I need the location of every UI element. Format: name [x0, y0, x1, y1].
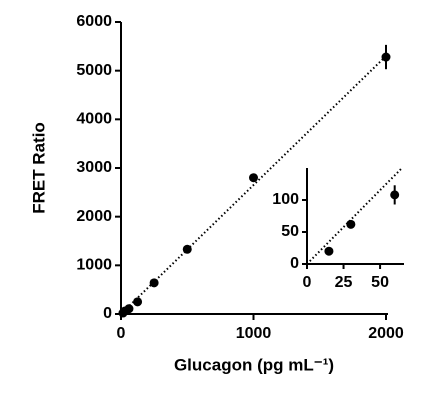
point	[390, 190, 400, 200]
point	[133, 297, 143, 307]
y-tick-label: 50	[281, 223, 299, 240]
y-tick-label: 3000	[76, 159, 112, 176]
point	[324, 246, 334, 256]
point	[182, 244, 192, 254]
y-tick-label: 4000	[76, 111, 112, 128]
x-tick-label: 0	[303, 274, 312, 291]
point	[381, 52, 391, 62]
y-tick-label: 1000	[76, 257, 112, 274]
y-tick-label: 6000	[76, 13, 112, 30]
x-tick-label: 25	[335, 274, 353, 291]
y-axis-label: FRET Ratio	[29, 122, 48, 214]
x-tick-label: 0	[117, 325, 126, 342]
fit-line	[120, 55, 387, 315]
fit-line	[306, 167, 403, 265]
x-tick-label: 50	[371, 274, 389, 291]
y-tick-label: 0	[290, 255, 299, 272]
x-tick-label: 2000	[368, 325, 404, 342]
point	[249, 173, 258, 183]
point	[346, 219, 356, 229]
x-tick-label: 1000	[236, 325, 272, 342]
y-tick-label: 0	[103, 305, 112, 322]
y-tick-label: 5000	[76, 62, 112, 79]
point	[149, 278, 159, 288]
y-tick-label: 100	[272, 191, 299, 208]
point	[124, 304, 134, 314]
y-tick-label: 2000	[76, 208, 112, 225]
x-axis-label: Glucagon (pg mL⁻¹)	[174, 355, 334, 374]
